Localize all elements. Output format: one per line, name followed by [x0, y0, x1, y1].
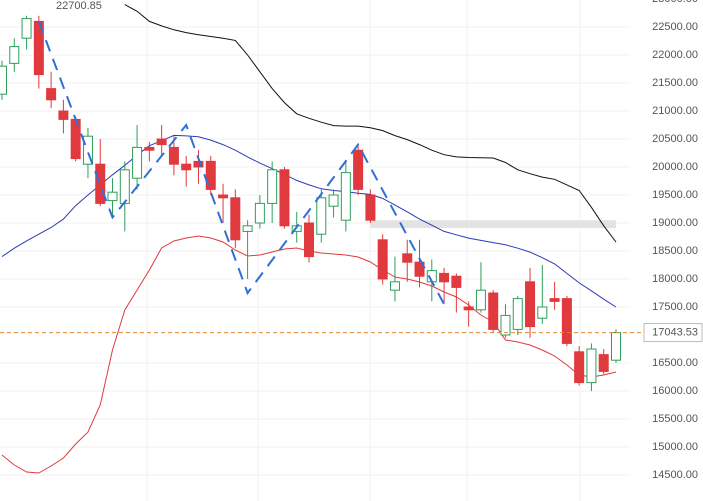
y-tick-label: 18500.00 [652, 245, 698, 257]
y-tick-label: 21000.00 [652, 105, 698, 117]
y-tick-label: 19500.00 [652, 189, 698, 201]
candle-body [21, 18, 32, 39]
candle-body [598, 354, 609, 372]
y-tick-label: 22000.00 [652, 49, 698, 61]
candle-body [168, 146, 179, 165]
candle-body [82, 135, 93, 165]
y-tick-label: 15500.00 [652, 413, 698, 425]
candle-body [500, 314, 511, 336]
candle-body [377, 239, 388, 280]
candle-body [340, 172, 351, 221]
candle-body [304, 222, 314, 258]
y-tick-label: 14500.00 [652, 469, 698, 481]
y-tick-label: 22500.00 [652, 21, 698, 33]
last-price-label: 17043.53 [652, 326, 698, 338]
candle-body [95, 163, 106, 204]
band-line [124, 4, 617, 243]
candle-body [230, 197, 241, 241]
candle-body [525, 281, 536, 328]
y-tick-label: 16000.00 [652, 385, 698, 397]
candle-body [58, 110, 69, 120]
y-tick-label: 23000.00 [652, 0, 698, 5]
candle-body [475, 289, 486, 311]
candle-body [611, 332, 621, 361]
candle-body [586, 348, 597, 384]
candle-body [316, 197, 327, 235]
candle-body [107, 191, 118, 202]
y-tick-label: 21500.00 [652, 77, 698, 89]
candle-body [537, 306, 548, 319]
candle-body [451, 275, 462, 288]
candle-body [46, 88, 57, 101]
candle-body [389, 281, 400, 291]
last-price-box [643, 323, 703, 343]
candle-body [156, 138, 167, 146]
candle-body [365, 194, 376, 221]
y-tick-label: 20000.00 [652, 161, 698, 173]
candle-body [574, 351, 585, 384]
candle-body [512, 298, 523, 330]
candle-body [144, 146, 155, 151]
zone [370, 220, 616, 229]
annotation: 22700.85 [56, 0, 102, 12]
candle-body [0, 65, 7, 95]
y-tick-label: 19000.00 [652, 217, 698, 229]
candle-body [205, 160, 216, 190]
candle-body [132, 146, 143, 179]
y-tick-label: 15000.00 [652, 441, 698, 453]
candle-body [254, 202, 265, 224]
y-tick-label: 17500.00 [652, 301, 698, 313]
candle-body [328, 194, 339, 207]
candle-body [402, 253, 413, 263]
candle-body [279, 169, 290, 227]
candle-body [488, 292, 499, 330]
candle-body [9, 46, 20, 64]
candle-body [119, 169, 130, 204]
candle-body [181, 163, 192, 171]
y-tick-label: 20500.00 [652, 133, 698, 145]
candle-body [561, 298, 572, 344]
candle-body [549, 298, 560, 302]
candle-body [439, 272, 450, 283]
candle-body [353, 149, 364, 190]
candle-body [414, 261, 425, 277]
y-tick-label: 16500.00 [652, 357, 698, 369]
candle-body [267, 169, 278, 204]
candle-body [218, 194, 229, 199]
band-line [1, 235, 617, 474]
zigzag [37, 21, 445, 305]
candle-body [463, 306, 474, 311]
candle-body [242, 225, 253, 232]
y-tick-label: 18000.00 [652, 273, 698, 285]
